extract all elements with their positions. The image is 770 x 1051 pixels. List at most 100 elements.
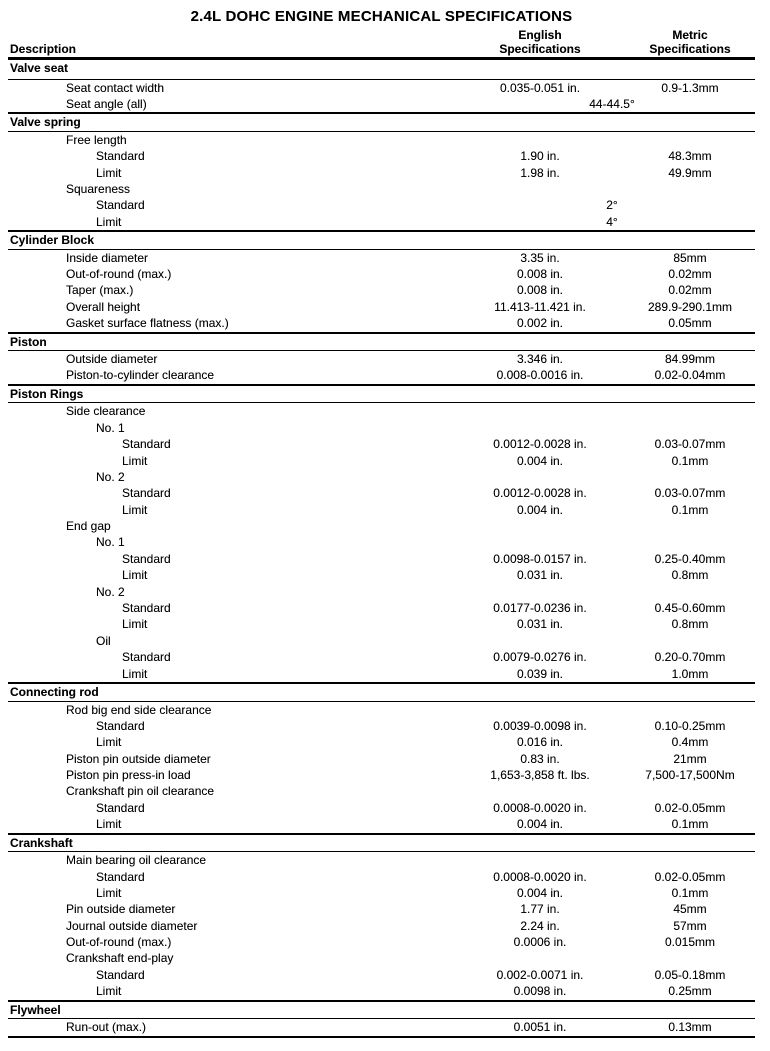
spec-row: Seat angle (all) 44-44.5° (8, 96, 755, 112)
metric-value: 0.02mm (668, 283, 712, 298)
english-value: 0.008 in. (516, 283, 564, 298)
metric-value: 45mm (673, 902, 707, 917)
metric-value (625, 852, 755, 868)
spec-row: Run-out (max.) 0.0051 in. 0.13mm (8, 1019, 755, 1035)
english-value (455, 702, 625, 718)
merged-value: 2° (606, 198, 618, 213)
merged-value: 4° (606, 214, 618, 229)
spec-row: Standard 1.90 in. 48.3mm (8, 148, 755, 164)
section-cylinder-block: Cylinder Block Inside diameter 3.35 in. 85m… (8, 230, 755, 331)
english-value: 0.0039-0.0098 in. (493, 718, 587, 733)
row-label: Rod big end side clearance (66, 702, 212, 717)
spec-row: Limit 4° (8, 214, 755, 230)
section-piston: Piston Outside diameter 3.346 in. 84.99mm Pi… (8, 331, 755, 384)
row-label: Inside diameter (66, 250, 149, 265)
spec-row: Piston pin outside diameter 0.83 in. 21mm (8, 751, 755, 767)
spec-row: Standard 0.0008-0.0020 in. 0.02-0.05mm (8, 869, 755, 885)
row-label: Seat angle (all) (66, 96, 147, 111)
spec-row: Taper (max.) 0.008 in. 0.02mm (8, 282, 755, 298)
english-value (455, 852, 625, 868)
spec-row: Main bearing oil clearance (8, 852, 755, 868)
spec-row: Piston-to-cylinder clearance 0.008-0.0016… (8, 367, 755, 383)
english-value (455, 420, 625, 436)
table-body: Valve seat Seat contact width 0.035-0.051 … (8, 60, 755, 1036)
metric-value: 0.25mm (668, 984, 712, 999)
metric-value: 0.1mm (671, 502, 709, 517)
row-label: Free length (66, 132, 127, 147)
english-value: 0.0079-0.0276 in. (493, 650, 587, 665)
row-label: Squareness (66, 181, 131, 196)
row-label: Standard (96, 198, 145, 213)
section-piston-rings: Piston Rings Side clearance No. 1 Standard 0… (8, 383, 755, 682)
row-label: Piston pin outside diameter (66, 751, 211, 766)
metric-value: 0.8mm (671, 568, 709, 583)
spec-row: Oil (8, 633, 755, 649)
spec-row: Standard 0.0177-0.0236 in. 0.45-0.60mm (8, 600, 755, 616)
english-value: 0.0051 in. (513, 1020, 567, 1035)
section-header-row: Valve seat (8, 60, 755, 80)
row-label: Oil (96, 633, 111, 648)
row-label: Piston pin press-in load (66, 768, 191, 783)
metric-value: 0.13mm (668, 1020, 712, 1035)
column-header-english-line1: English (518, 28, 562, 42)
row-label: Limit (122, 617, 148, 632)
spec-row: Outside diameter 3.346 in. 84.99mm (8, 351, 755, 367)
section-name: Crankshaft (10, 835, 73, 850)
row-label: Standard (122, 601, 171, 616)
english-value: 0.0012-0.0028 in. (493, 486, 587, 501)
spec-row: Out-of-round (max.) 0.008 in. 0.02mm (8, 266, 755, 282)
spec-row: Limit 0.031 in. 0.8mm (8, 567, 755, 583)
metric-value (625, 702, 755, 718)
spec-row: Side clearance (8, 403, 755, 419)
metric-value: 1.0mm (671, 666, 709, 681)
section-name: Connecting rod (10, 685, 99, 699)
row-label: No. 2 (96, 469, 125, 484)
english-value (455, 534, 625, 550)
metric-value: 0.05mm (668, 316, 712, 331)
english-value: 0.004 in. (516, 502, 564, 517)
metric-value: 7,500-17,500Nm (645, 768, 735, 783)
metric-value: 0.1mm (671, 885, 709, 900)
row-label: Crankshaft pin oil clearance (66, 784, 215, 799)
spec-row: Squareness (8, 181, 755, 197)
row-label: No. 1 (96, 420, 125, 435)
row-label: End gap (66, 519, 111, 534)
section-connecting-rod: Connecting rod Rod big end side clearance… (8, 682, 755, 833)
english-value: 1.77 in. (520, 902, 560, 917)
english-value (455, 181, 625, 197)
spec-row: Rod big end side clearance (8, 702, 755, 718)
metric-value: 0.20-0.70mm (654, 650, 726, 665)
english-value: 1,653-3,858 ft. lbs. (490, 768, 590, 783)
metric-value (625, 469, 755, 485)
spec-row: No. 1 (8, 420, 755, 436)
spec-row: Standard 0.0079-0.0276 in. 0.20-0.70mm (8, 649, 755, 665)
row-label: Outside diameter (66, 352, 158, 367)
row-label: Main bearing oil clearance (66, 853, 207, 868)
row-label: Limit (96, 984, 122, 999)
spec-row: Limit 0.031 in. 0.8mm (8, 616, 755, 632)
section-name: Piston Rings (10, 386, 84, 401)
row-label: Limit (122, 502, 148, 517)
spec-row: Limit 0.004 in. 0.1mm (8, 502, 755, 518)
metric-value: 0.03-0.07mm (654, 486, 726, 501)
english-value (455, 783, 625, 799)
english-value: 3.346 in. (516, 352, 564, 367)
row-label: Standard (122, 486, 171, 501)
row-label: Standard (122, 551, 171, 566)
english-value: 0.004 in. (516, 453, 564, 468)
metric-value: 0.8mm (671, 617, 709, 632)
row-label: Crankshaft end-play (66, 951, 174, 966)
english-value: 1.90 in. (520, 149, 560, 164)
english-value: 11.413-11.421 in. (494, 299, 586, 314)
english-value: 0.0177-0.0236 in. (493, 601, 587, 616)
metric-value (625, 132, 755, 148)
english-value: 0.008 in. (516, 267, 564, 282)
spec-row: Seat contact width 0.035-0.051 in. 0.9-1.3… (8, 80, 755, 96)
metric-value: 0.02-0.04mm (654, 368, 726, 383)
metric-value: 289.9-290.1mm (647, 299, 733, 314)
metric-value (625, 181, 755, 197)
row-label: Run-out (max.) (66, 1020, 147, 1035)
spec-row: Standard 0.0012-0.0028 in. 0.03-0.07mm (8, 436, 755, 452)
row-label: Limit (96, 165, 122, 180)
